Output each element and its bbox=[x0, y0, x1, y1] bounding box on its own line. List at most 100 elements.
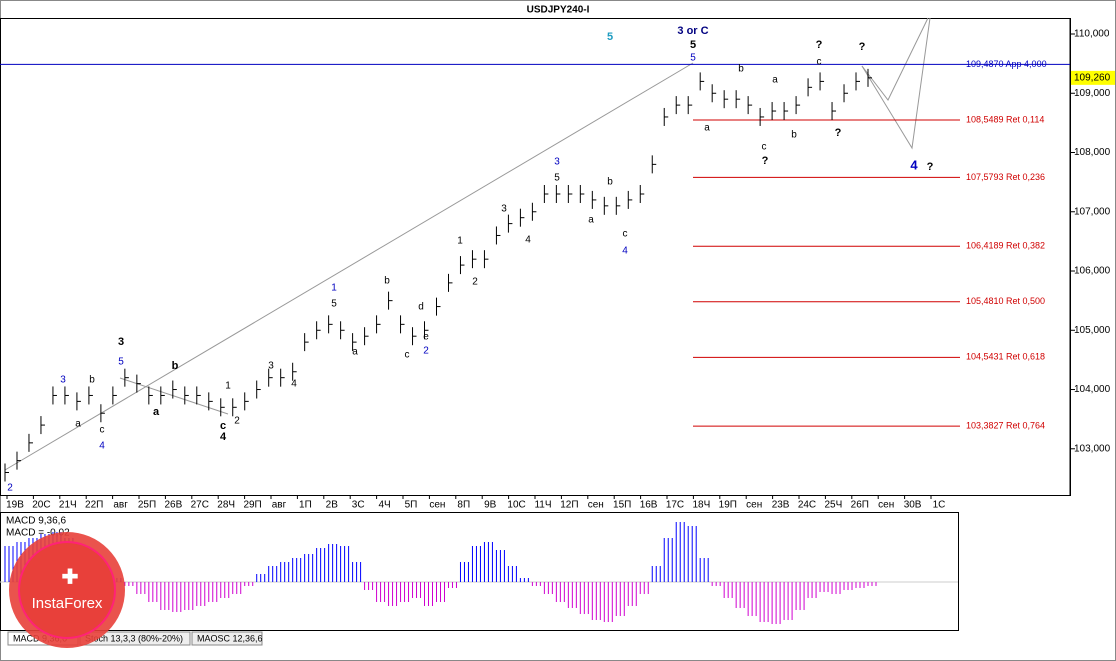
wave-label: b bbox=[384, 276, 390, 287]
x-tick-label: 12П bbox=[560, 500, 578, 511]
wave-label: a bbox=[352, 347, 358, 358]
level-label: 104,5431 Ret 0,618 bbox=[966, 352, 1045, 362]
x-tick-label: 20С bbox=[32, 500, 50, 511]
wave-label: 3 bbox=[501, 204, 507, 215]
wave-label: 4 bbox=[525, 235, 531, 246]
wave-label: c bbox=[817, 57, 822, 68]
tab-label[interactable]: MAOSC 12,36,6 bbox=[197, 633, 263, 643]
y-tick-label: 109,000 bbox=[1074, 88, 1111, 99]
wave-label: c bbox=[220, 420, 226, 432]
tab-label[interactable]: Stoch 13,3,3 (80%-20%) bbox=[85, 633, 183, 643]
wave-label: a bbox=[75, 419, 81, 430]
x-tick-label: 8П bbox=[457, 500, 470, 511]
wave-label: 2 bbox=[234, 416, 240, 427]
current-price-box bbox=[1071, 70, 1115, 85]
wave-label: a bbox=[588, 215, 594, 226]
macd-name: MACD 9,36,6 bbox=[6, 516, 66, 527]
x-tick-label: сен bbox=[429, 500, 445, 511]
wave-label: ? bbox=[816, 39, 823, 51]
wave-label: a bbox=[704, 123, 710, 134]
x-tick-label: 29П bbox=[243, 500, 261, 511]
x-tick-label: 25П bbox=[138, 500, 156, 511]
logo: ✚ InstaForex bbox=[9, 532, 125, 648]
level-label: 107,5793 Ret 0,236 bbox=[966, 172, 1045, 182]
wave-label: a bbox=[772, 75, 778, 86]
macd-pane bbox=[0, 512, 959, 631]
level-label: 109,4870 App 4,000 bbox=[966, 59, 1047, 69]
wave-label: ? bbox=[762, 155, 769, 167]
wave-label: 4 bbox=[910, 157, 918, 172]
y-tick-label: 108,000 bbox=[1074, 147, 1111, 158]
x-tick-label: 27С bbox=[191, 500, 209, 511]
x-tick-label: 1П bbox=[299, 500, 312, 511]
x-tick-label: 11Ч bbox=[534, 500, 551, 511]
wave-label: 2 bbox=[423, 346, 429, 357]
wave-label: a bbox=[153, 406, 160, 418]
y-tick-label: 110,000 bbox=[1074, 29, 1110, 40]
wave-label: 4 bbox=[622, 246, 628, 257]
wave-label: c bbox=[762, 142, 767, 153]
x-tick-label: 24С bbox=[798, 500, 816, 511]
wave-label: b bbox=[89, 375, 95, 386]
tab[interactable] bbox=[191, 631, 263, 646]
x-tick-label: авг bbox=[272, 500, 287, 511]
wave-label: 2 bbox=[7, 483, 13, 494]
x-tick-label: 25Ч bbox=[825, 500, 843, 511]
x-tick-label: 21Ч bbox=[59, 500, 77, 511]
wave-label: 1 bbox=[457, 236, 463, 247]
svg-text:✚: ✚ bbox=[62, 566, 79, 588]
current-price-label: 109,260 bbox=[1074, 72, 1111, 83]
level-label: 106,4189 Ret 0,382 bbox=[966, 241, 1045, 251]
wave-label: 3 bbox=[554, 157, 560, 168]
x-tick-label: 9В bbox=[484, 500, 497, 511]
x-tick-label: 22П bbox=[85, 500, 103, 511]
wave-label: b bbox=[607, 177, 613, 188]
wave-label: 3 bbox=[60, 375, 66, 386]
wave-label: 3 bbox=[268, 361, 274, 372]
x-tick-label: 15П bbox=[613, 500, 631, 511]
x-tick-label: 16В bbox=[640, 500, 658, 511]
x-tick-label: 4Ч bbox=[378, 500, 390, 511]
wave-label: 4 bbox=[99, 441, 105, 452]
wave-label: c bbox=[405, 350, 410, 361]
x-tick-label: 1С bbox=[933, 500, 946, 511]
wave-label: 4 bbox=[291, 379, 297, 390]
y-tick-label: 107,000 bbox=[1074, 206, 1111, 217]
chart-title: USDJPY240-I bbox=[527, 5, 590, 16]
wave-label: 3 bbox=[118, 336, 124, 348]
x-tick-label: 10С bbox=[507, 500, 525, 511]
wave-label: ? bbox=[859, 41, 866, 53]
x-tick-label: 26В bbox=[165, 500, 183, 511]
wave-label: c bbox=[623, 229, 628, 240]
wave-label: e bbox=[423, 332, 429, 343]
wave-label: 1 bbox=[225, 381, 231, 392]
wave-label: ? bbox=[927, 161, 934, 173]
x-tick-label: 17С bbox=[666, 500, 684, 511]
x-tick-label: 3С bbox=[352, 500, 365, 511]
wave-label: 1 bbox=[331, 283, 337, 294]
logo-text: InstaForex bbox=[32, 595, 103, 612]
x-tick-label: сен bbox=[746, 500, 762, 511]
wave-label: b bbox=[172, 360, 179, 372]
x-tick-label: 5П bbox=[405, 500, 418, 511]
wave-label: 5 bbox=[331, 299, 337, 310]
wave-label: 5 bbox=[118, 357, 124, 368]
level-label: 105,4810 Ret 0,500 bbox=[966, 296, 1045, 306]
y-tick-label: 105,000 bbox=[1074, 325, 1111, 336]
x-tick-label: сен bbox=[588, 500, 604, 511]
wave-label: b bbox=[738, 64, 744, 75]
macd-value: MACD = -0,02 bbox=[6, 528, 70, 539]
x-tick-label: 30В bbox=[904, 500, 922, 511]
wave-label: c bbox=[100, 425, 105, 436]
x-tick-label: сен bbox=[878, 500, 894, 511]
wave-label: d bbox=[418, 302, 424, 313]
wave-label: 5 bbox=[690, 39, 696, 51]
wave-label: 4 bbox=[220, 431, 227, 443]
wave-label: ? bbox=[835, 127, 842, 139]
y-tick-label: 103,000 bbox=[1074, 443, 1111, 454]
x-tick-label: 26П bbox=[851, 500, 869, 511]
x-tick-label: 28Ч bbox=[217, 500, 235, 511]
wave-label: 5 bbox=[690, 53, 696, 64]
